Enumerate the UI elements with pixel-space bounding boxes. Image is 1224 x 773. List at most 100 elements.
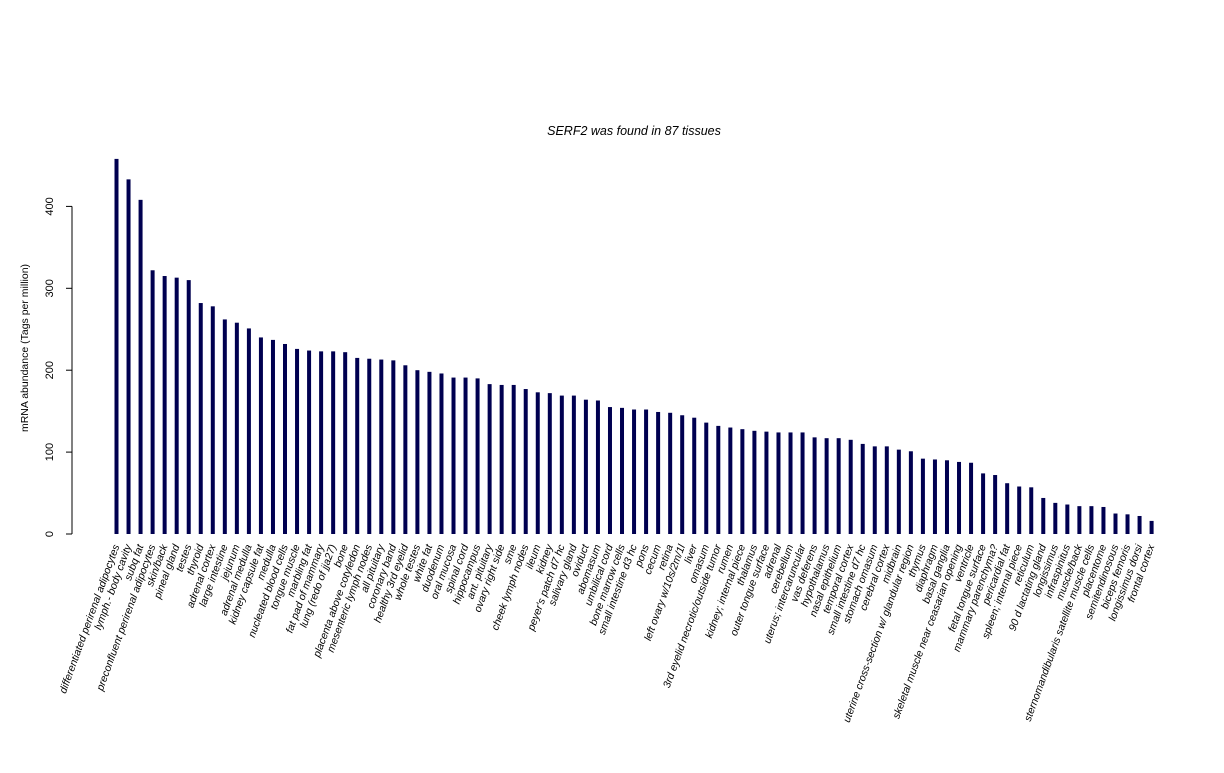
- y-axis-label: mRNA abundance (Tags per million): [19, 264, 31, 432]
- bars-group: [114, 158, 1154, 535]
- bar: [379, 359, 384, 534]
- y-tick-label: 0: [44, 531, 56, 537]
- bar: [571, 395, 576, 534]
- bar: [812, 437, 817, 534]
- bar: [198, 303, 203, 534]
- bar: [451, 377, 456, 534]
- bar: [475, 378, 480, 534]
- bar: [1101, 506, 1106, 534]
- bar: [1053, 502, 1058, 534]
- bar: [595, 400, 600, 534]
- y-tick-label: 100: [44, 443, 56, 461]
- bar: [752, 430, 757, 534]
- bar: [1065, 504, 1070, 534]
- bar: [884, 446, 889, 534]
- bar: [307, 350, 312, 534]
- bar: [295, 348, 300, 534]
- bar: [993, 475, 998, 534]
- bar: [403, 365, 408, 534]
- bar: [547, 393, 552, 534]
- bar: [800, 432, 805, 534]
- bar: [1077, 506, 1082, 534]
- bar: [704, 422, 709, 534]
- bar: [932, 459, 937, 534]
- bar: [427, 371, 432, 534]
- bar: [607, 407, 612, 534]
- bar: [234, 322, 239, 534]
- y-tick-label: 300: [44, 279, 56, 297]
- chart-title: SERF2 was found in 87 tissues: [547, 124, 721, 138]
- bar: [981, 473, 986, 534]
- bar: [270, 339, 275, 534]
- bar: [776, 432, 781, 534]
- bar: [969, 462, 974, 534]
- y-axis: 0 100 200 300 400: [44, 197, 73, 537]
- bar: [920, 458, 925, 534]
- title-gene: SERF2: [547, 124, 587, 138]
- bar: [1029, 487, 1034, 534]
- bar: [1113, 513, 1118, 534]
- bar: [1137, 515, 1142, 534]
- bar: [162, 276, 167, 534]
- bar: [319, 351, 324, 534]
- bar: [126, 179, 131, 534]
- bar: [186, 280, 191, 534]
- bar: [692, 417, 697, 534]
- bar: [283, 343, 287, 534]
- bar: [740, 429, 745, 534]
- bar: [415, 370, 420, 534]
- x-tick-labels: differentiated perirenal adipocyteslymph…: [57, 542, 1158, 724]
- bar: [222, 319, 227, 534]
- bar: [644, 409, 649, 534]
- bar: [523, 389, 528, 534]
- bar: [620, 407, 625, 534]
- bar: [1017, 486, 1022, 534]
- bar: [716, 425, 721, 534]
- bar: [788, 432, 793, 534]
- bar: [656, 411, 661, 534]
- bar: [764, 431, 769, 535]
- bar: [957, 461, 962, 534]
- bar: [210, 306, 215, 534]
- bar: [872, 446, 877, 534]
- bar: [824, 438, 829, 534]
- bar: [258, 337, 263, 534]
- bar: [174, 277, 179, 534]
- bar: [114, 158, 119, 534]
- bar: [391, 360, 396, 534]
- title-mid: was found in: [587, 124, 664, 138]
- bar: [1005, 483, 1010, 534]
- bar: [632, 409, 637, 534]
- bar: [559, 395, 564, 534]
- y-tick-label: 400: [44, 197, 56, 215]
- bar: [367, 358, 372, 534]
- bar: [944, 460, 949, 534]
- bar: [836, 438, 841, 534]
- bar: [499, 384, 504, 534]
- bar: [463, 377, 468, 534]
- bar: [439, 373, 444, 534]
- bar: [1089, 506, 1094, 534]
- bar: [487, 384, 492, 534]
- bar: [908, 451, 913, 534]
- bar: [680, 415, 685, 534]
- title-end: tissues: [678, 124, 720, 138]
- bar: [138, 199, 143, 534]
- title-count: 87: [665, 124, 680, 138]
- bar: [150, 270, 155, 534]
- bar: [668, 412, 673, 534]
- bar: [848, 439, 853, 534]
- bar: [1149, 520, 1154, 534]
- bar: [728, 427, 733, 534]
- bar: [246, 328, 251, 534]
- bar: [1125, 514, 1130, 534]
- bar: [860, 443, 865, 534]
- bar: [896, 449, 901, 534]
- bar: [583, 399, 588, 534]
- bar: [355, 357, 360, 534]
- bar: [511, 384, 516, 534]
- y-tick-label: 200: [44, 361, 56, 379]
- bar: [1041, 497, 1046, 534]
